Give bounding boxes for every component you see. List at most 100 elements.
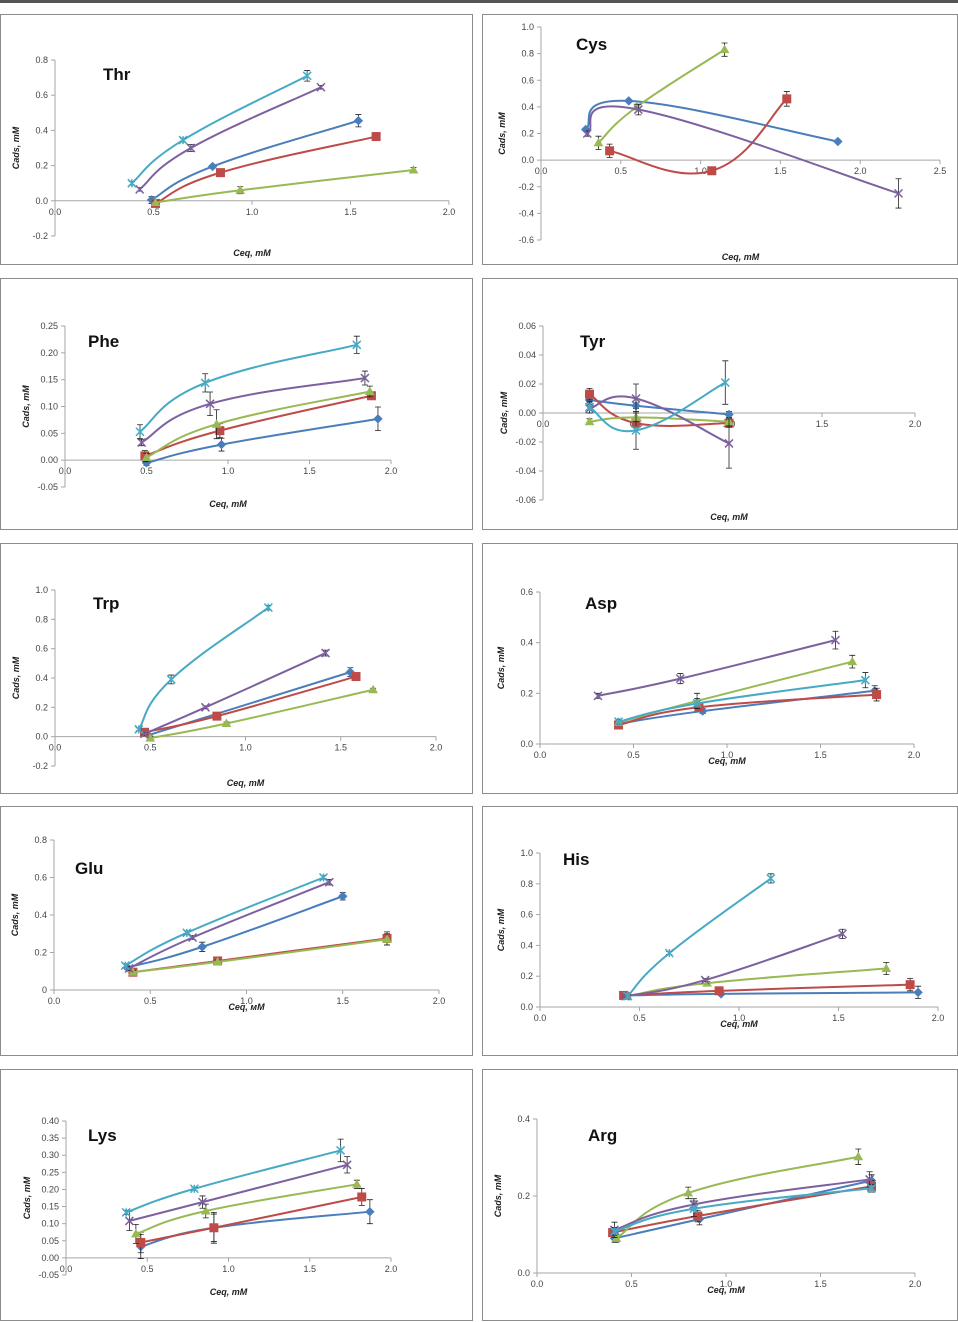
series-4-group bbox=[124, 877, 334, 973]
data-point-star bbox=[127, 178, 137, 188]
x-tick-label: 2.0 bbox=[430, 743, 443, 753]
data-point-x bbox=[837, 929, 848, 939]
data-point-triangle bbox=[211, 419, 222, 428]
series-line bbox=[151, 119, 359, 201]
x-tick-label: 0.5 bbox=[140, 466, 153, 476]
chart-panel-thr: -0.2 0.0 0.2 0.4 0.6 0.8 0.0 0.5 1.0 1.5 2.0 Ceq, m… bbox=[0, 14, 473, 265]
chart-title: Glu bbox=[75, 859, 103, 878]
chart-svg: -0.20.00.20.40.60.81.00.0 0.5 1.0 1.5 2.0Ceq… bbox=[11, 585, 443, 788]
y-tick-label: 0.8 bbox=[520, 879, 533, 889]
data-point-triangle bbox=[683, 1187, 694, 1197]
series-line bbox=[623, 983, 911, 997]
chart-svg: -0.2 0.0 0.2 0.4 0.6 0.8 0.0 0.5 1.0 1.5 2.0 Ceq, m… bbox=[11, 55, 455, 258]
data-point-x bbox=[124, 1216, 134, 1226]
x-tick-label: 0.5 bbox=[627, 750, 640, 760]
data-point-square bbox=[605, 146, 615, 156]
x-axis-label: Ceq, mM bbox=[210, 1287, 248, 1297]
y-axis-label: Cads, mM bbox=[497, 112, 507, 155]
y-tick-label: 0.15 bbox=[40, 375, 58, 385]
x-tick-label: 0.0 bbox=[59, 466, 72, 476]
data-point-diamond bbox=[624, 96, 634, 106]
series-5-group bbox=[120, 872, 329, 971]
y-tick-label: -0.05 bbox=[38, 1270, 59, 1280]
data-point-x bbox=[137, 437, 147, 447]
series-line bbox=[128, 881, 330, 970]
y-tick-label: 0.35 bbox=[41, 1133, 59, 1143]
data-point-square bbox=[782, 94, 792, 104]
x-tick-label: 1.0 bbox=[694, 166, 707, 176]
series-line bbox=[141, 377, 366, 444]
y-tick-label: 0.25 bbox=[40, 321, 58, 331]
data-point-diamond bbox=[913, 987, 923, 998]
series-line bbox=[124, 876, 324, 967]
y-tick-label: 0.05 bbox=[41, 1236, 59, 1246]
series-line bbox=[618, 689, 875, 725]
series-line bbox=[144, 675, 357, 734]
series-5-group bbox=[623, 873, 776, 1001]
y-tick-label: 0.00 bbox=[41, 1253, 59, 1263]
series-line bbox=[137, 606, 269, 730]
data-point-x bbox=[316, 82, 326, 92]
data-point-diamond bbox=[216, 439, 227, 450]
series-line bbox=[597, 48, 726, 144]
y-tick-label: 0.10 bbox=[40, 402, 58, 412]
y-tick-label: -0.05 bbox=[37, 482, 58, 492]
data-point-star bbox=[200, 378, 210, 388]
x-axis-label: Ceq, mM bbox=[233, 248, 271, 258]
x-tick-label: 1.5 bbox=[344, 207, 357, 217]
x-tick-label: 1.5 bbox=[303, 1264, 316, 1274]
data-point-triangle bbox=[584, 416, 595, 426]
chart-title: Lys bbox=[88, 1126, 117, 1145]
data-point-square bbox=[872, 690, 882, 700]
y-tick-label: 0.04 bbox=[518, 350, 536, 360]
x-tick-label: 1.5 bbox=[832, 1013, 845, 1023]
data-point-x bbox=[893, 188, 904, 198]
data-point-triangle bbox=[200, 1205, 211, 1215]
data-point-star bbox=[120, 961, 130, 971]
series-3-group bbox=[145, 684, 378, 742]
y-axis-label: Cads, mM bbox=[493, 1174, 503, 1217]
y-axis-label: Cads, mM bbox=[11, 126, 21, 169]
data-point-square bbox=[212, 711, 222, 721]
y-tick-label: 0.40 bbox=[41, 1116, 59, 1126]
y-tick-label: 0.06 bbox=[518, 321, 536, 331]
series-line bbox=[155, 135, 377, 205]
series-5-group bbox=[135, 335, 362, 440]
data-point-x bbox=[631, 393, 641, 404]
chart-svg: 0.0 0.2 0.4 0.0 0.5 1.0 1.5 2.0 Ceq, mM Cads, mM A… bbox=[493, 1114, 921, 1295]
series-line bbox=[125, 1149, 341, 1214]
data-point-star bbox=[182, 928, 192, 938]
data-point-x bbox=[700, 975, 710, 985]
data-point-square bbox=[351, 672, 361, 682]
y-axis-label: Cads, mM bbox=[10, 893, 20, 936]
x-tick-label: 2.0 bbox=[385, 1264, 398, 1274]
y-tick-label: -0.6 bbox=[518, 235, 534, 245]
y-axis-label: Cads, mM bbox=[22, 1176, 32, 1219]
data-point-triangle bbox=[352, 1179, 362, 1188]
data-point-triangle bbox=[881, 963, 892, 972]
y-tick-label: 0.2 bbox=[521, 129, 534, 139]
y-tick-label: -0.2 bbox=[518, 182, 534, 192]
series-1-group bbox=[613, 685, 880, 729]
x-tick-label: 0.0 bbox=[49, 743, 62, 753]
series-1-group bbox=[143, 667, 355, 740]
x-tick-label: 1.5 bbox=[334, 743, 347, 753]
chart-panel-arg: 0.0 0.2 0.4 0.0 0.5 1.0 1.5 2.0 Ceq, mM Cads, mM A… bbox=[482, 1069, 958, 1321]
chart-svg: -0.06-0.04-0.020.000.020.040.060.00.51.0… bbox=[499, 321, 921, 522]
x-tick-label: 1.5 bbox=[774, 166, 787, 176]
chart-svg: -0.05 0.00 0.05 0.10 0.15 0.20 0.25 0.30 0.35 0.4… bbox=[22, 1116, 398, 1297]
y-tick-label: 0.00 bbox=[40, 455, 58, 465]
x-tick-label: 1.0 bbox=[240, 996, 253, 1006]
chart-title: His bbox=[563, 850, 589, 869]
x-axis-label: Ceq, mM bbox=[710, 512, 748, 522]
data-point-x bbox=[360, 373, 370, 383]
series-3-group bbox=[141, 385, 375, 463]
series-line bbox=[589, 395, 730, 445]
x-tick-label: 1.5 bbox=[303, 466, 316, 476]
series-line bbox=[139, 86, 322, 191]
y-tick-label: 0.4 bbox=[35, 673, 48, 683]
data-point-x bbox=[633, 105, 643, 115]
x-tick-label: 1.5 bbox=[814, 750, 827, 760]
y-tick-label: 0.4 bbox=[517, 1114, 530, 1124]
data-point-x bbox=[830, 635, 840, 645]
